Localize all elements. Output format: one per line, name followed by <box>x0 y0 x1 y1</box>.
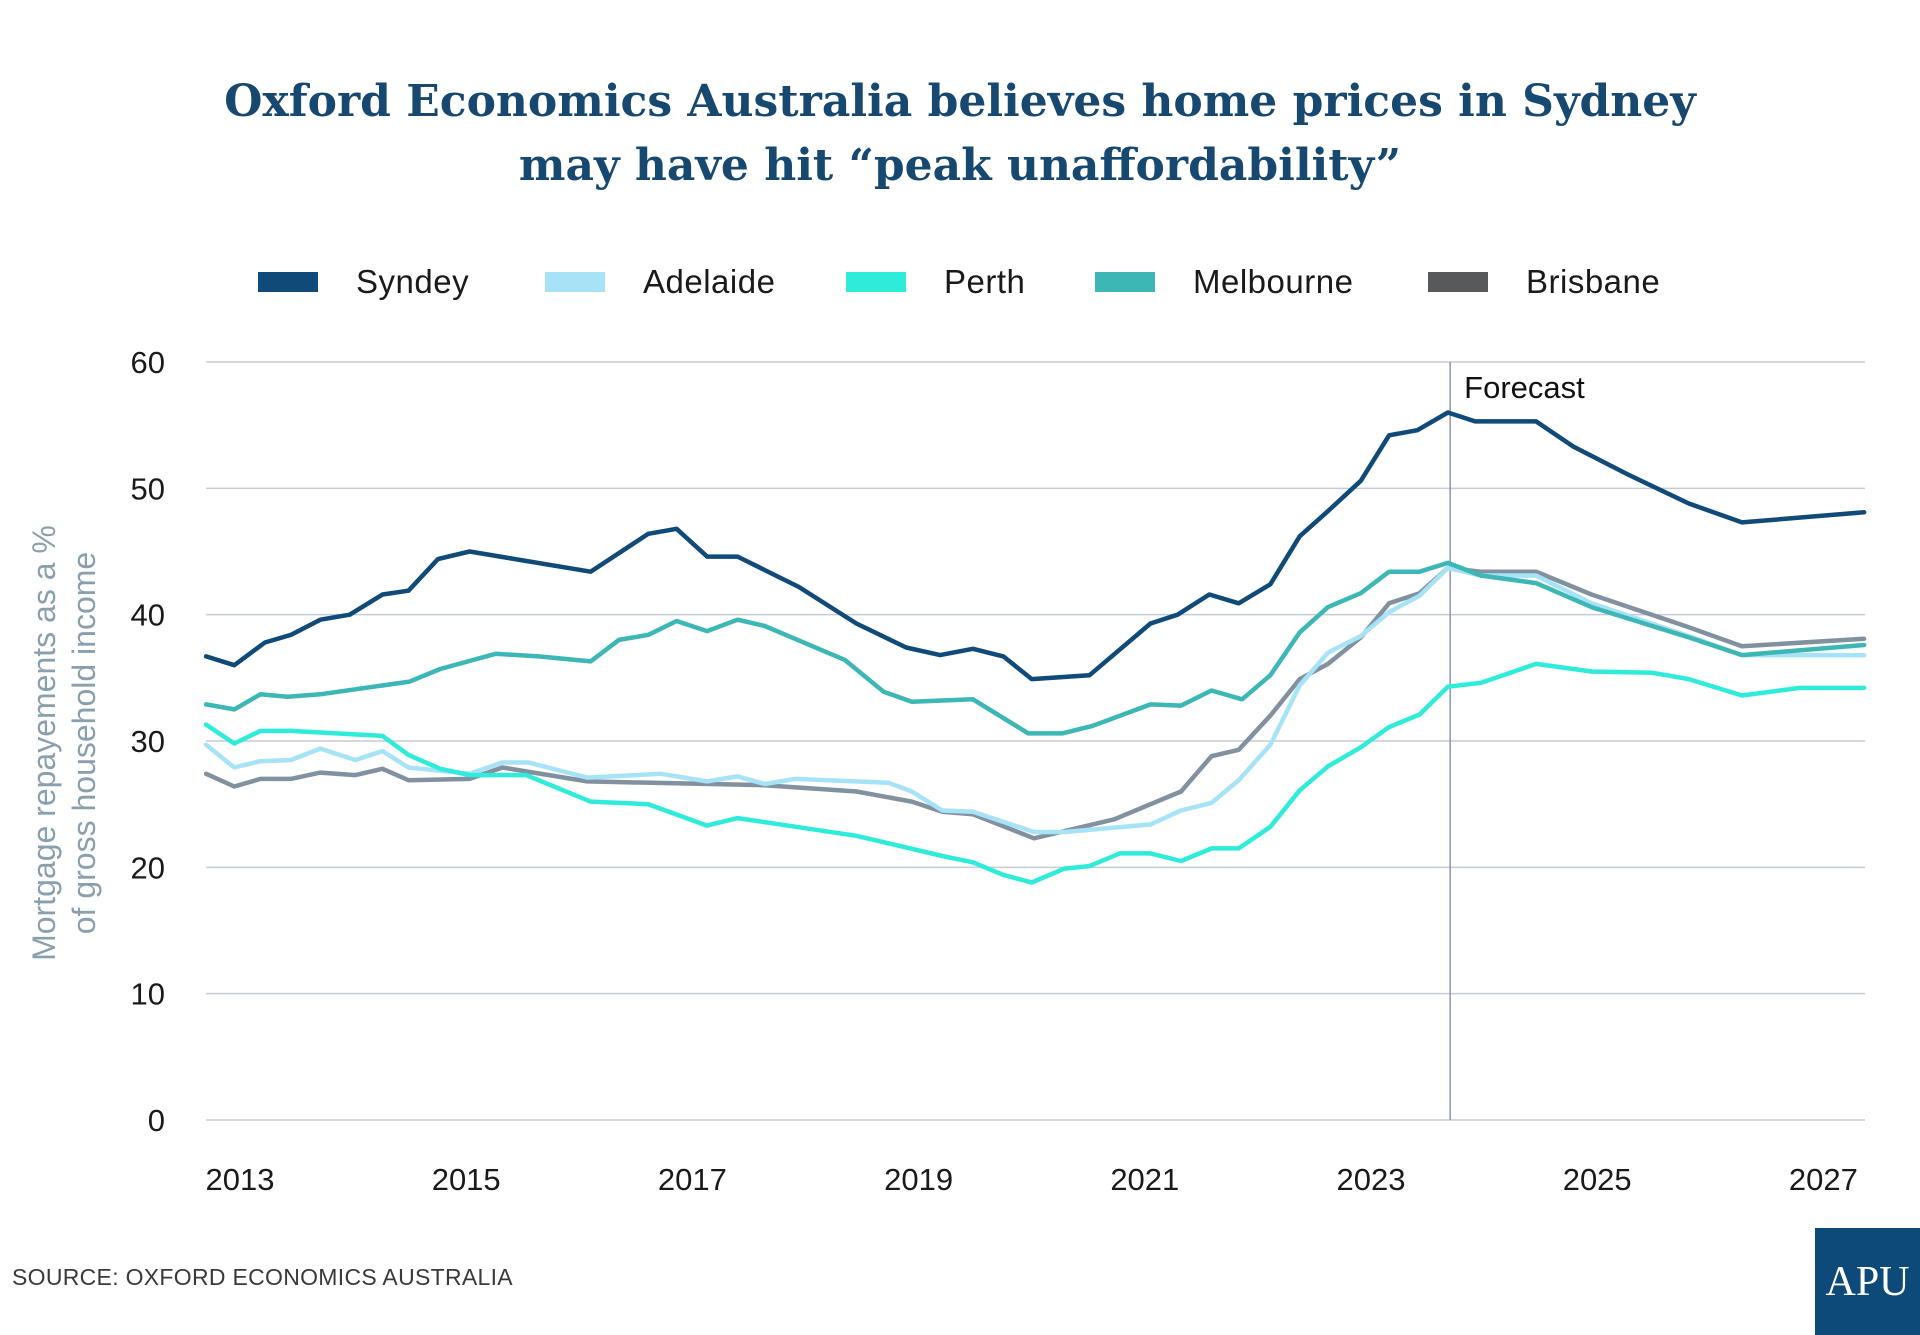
forecast-label: Forecast <box>1464 370 1585 405</box>
legend-swatch <box>545 272 605 292</box>
legend-label: Perth <box>944 263 1026 300</box>
legend-label: Brisbane <box>1526 263 1661 300</box>
legend-item-brisbane: Brisbane <box>1428 262 1660 302</box>
source-note: SOURCE: OXFORD ECONOMICS AUSTRALIA <box>12 1264 513 1290</box>
y-tick-label: 30 <box>131 724 165 759</box>
legend-item-sydney: Syndey <box>258 262 469 302</box>
chart-title: Oxford Economics Australia believes home… <box>0 70 1920 198</box>
y-axis-label: Mortgage repayements as a % of gross hou… <box>24 525 104 961</box>
legend-item-melbourne: Melbourne <box>1095 262 1353 302</box>
chart-title-line-2: may have hit “peak unaffordability” <box>518 140 1402 191</box>
series-line-syndey <box>203 410 1867 682</box>
apu-logo: APU <box>1815 1228 1920 1335</box>
legend-swatch <box>1095 272 1155 292</box>
y-tick-label: 60 <box>131 345 165 380</box>
legend-swatch <box>258 272 318 292</box>
legend-swatch <box>846 272 906 292</box>
x-tick-label: 2015 <box>432 1162 501 1197</box>
legend-item-perth: Perth <box>846 262 1025 302</box>
legend-label: Melbourne <box>1193 263 1354 300</box>
y-tick-label: 50 <box>131 471 165 506</box>
x-tick-label: 2013 <box>206 1162 275 1197</box>
legend-swatch <box>1428 272 1488 292</box>
series-line-melbourne <box>203 560 1867 736</box>
y-axis-label-line-2: of gross household income <box>66 551 102 935</box>
series-line-brisbane <box>203 565 1867 841</box>
series-line-perth <box>203 661 1867 885</box>
y-axis-label-line-1: Mortgage repayements as a % <box>26 525 62 961</box>
legend-item-adelaide: Adelaide <box>545 262 775 302</box>
x-tick-label: 2019 <box>884 1162 953 1197</box>
y-tick-label: 10 <box>131 977 165 1012</box>
y-tick-label: 0 <box>148 1103 165 1138</box>
x-tick-label: 2027 <box>1789 1162 1858 1197</box>
x-tick-label: 2023 <box>1337 1162 1406 1197</box>
y-tick-label: 20 <box>131 850 165 885</box>
series-line-adelaide <box>203 565 1867 835</box>
legend-label: Syndey <box>356 263 470 300</box>
x-tick-label: 2021 <box>1110 1162 1179 1197</box>
x-tick-label: 2025 <box>1563 1162 1632 1197</box>
y-tick-label: 40 <box>131 598 165 633</box>
legend: Syndey Adelaide Perth Melbourne Brisbane <box>0 262 1920 302</box>
x-tick-label: 2017 <box>658 1162 727 1197</box>
chart-title-line-1: Oxford Economics Australia believes home… <box>224 76 1696 127</box>
legend-label: Adelaide <box>643 263 776 300</box>
